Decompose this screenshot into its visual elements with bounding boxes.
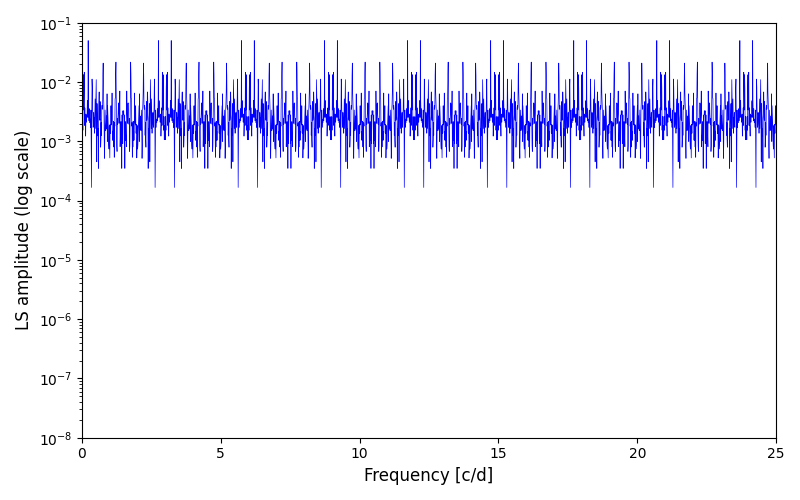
Y-axis label: LS amplitude (log scale): LS amplitude (log scale) [15, 130, 33, 330]
X-axis label: Frequency [c/d]: Frequency [c/d] [364, 467, 494, 485]
